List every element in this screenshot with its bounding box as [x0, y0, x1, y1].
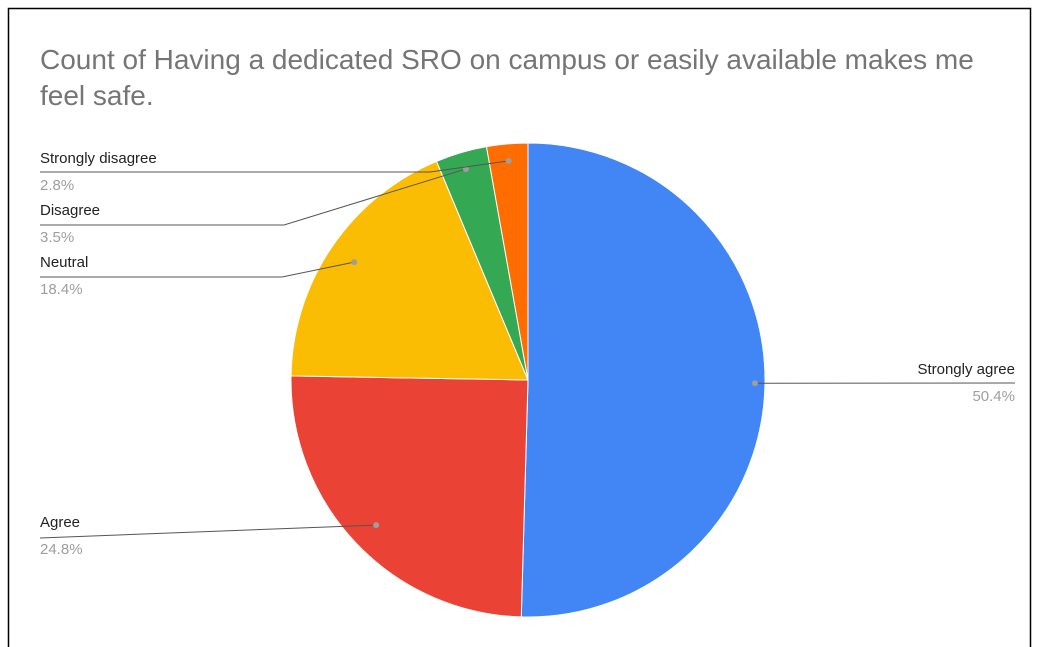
chart-title: Count of Having a dedicated SRO on campu…: [40, 44, 974, 111]
leader-dot: [751, 380, 758, 387]
leader-line: [40, 160, 509, 173]
leader-line: [39, 524, 377, 539]
leader-dot: [373, 522, 380, 529]
slice-label: Neutral: [40, 254, 88, 271]
slice-label: Strongly disagree: [40, 150, 157, 167]
frame: [7, 7, 1032, 647]
slice-value-label: 2.8%: [40, 177, 74, 194]
slice-value-label: 50.4%: [972, 388, 1015, 405]
leader-line: [40, 261, 355, 278]
slice-label: Disagree: [40, 202, 100, 219]
pie-slice: [290, 160, 529, 381]
leader-dot: [505, 157, 512, 164]
leader-dot: [351, 259, 358, 266]
pie-slice: [485, 142, 529, 381]
slice-value-label: 3.5%: [40, 229, 74, 246]
slice-value-label: 18.4%: [40, 281, 83, 298]
leader-line: [40, 168, 467, 226]
pie-slice: [520, 142, 766, 618]
slice-value-label: 24.8%: [40, 541, 83, 558]
pie-slice: [290, 375, 529, 618]
slice-label: Agree: [40, 514, 80, 531]
slice-label: Strongly agree: [917, 361, 1015, 378]
